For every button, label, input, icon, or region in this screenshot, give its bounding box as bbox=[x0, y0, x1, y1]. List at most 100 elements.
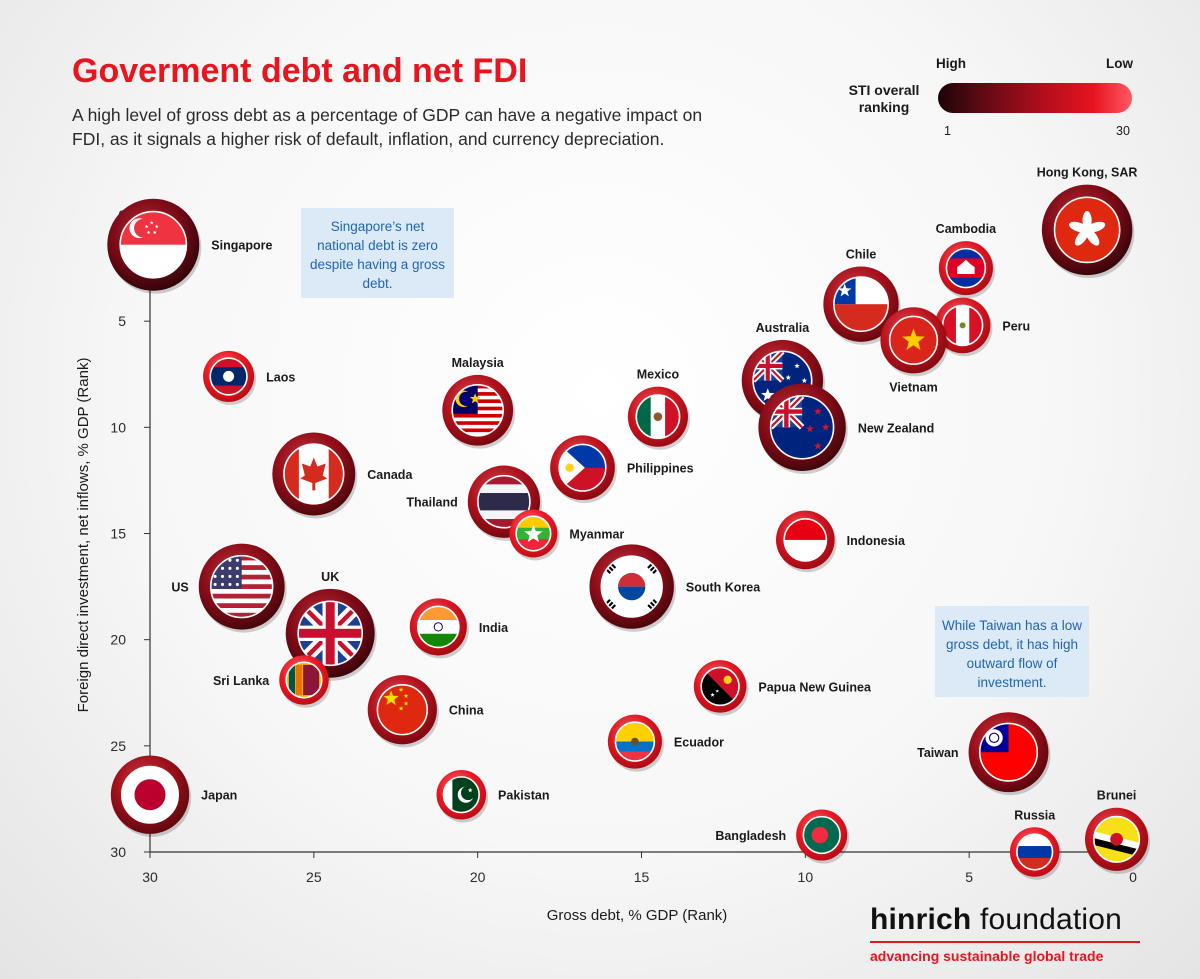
brunei-flag-icon bbox=[1093, 816, 1140, 863]
point-label: Chile bbox=[846, 248, 877, 262]
data-point-papua-new-guinea: Papua New Guinea bbox=[693, 660, 872, 716]
point-label: China bbox=[449, 704, 485, 718]
data-point-new-zealand: New Zealand bbox=[758, 383, 934, 475]
point-label: India bbox=[479, 621, 509, 635]
data-point-cambodia: Cambodia bbox=[936, 222, 997, 299]
papua-new-guinea-flag-icon bbox=[701, 667, 740, 706]
flag-border bbox=[1093, 815, 1141, 863]
point-label: Mexico bbox=[637, 368, 680, 382]
pakistan-flag-icon bbox=[443, 776, 480, 813]
taiwan-note: While Taiwan has a low gross debt, it ha… bbox=[935, 606, 1089, 697]
y-tick-label: 5 bbox=[118, 313, 126, 329]
data-point-china: China bbox=[367, 675, 485, 748]
flag-border bbox=[783, 517, 828, 562]
data-point-myanmar: Myanmar bbox=[509, 509, 624, 561]
flag-border bbox=[558, 443, 607, 492]
legend-title: STI overall ranking bbox=[848, 82, 920, 115]
flag-border bbox=[614, 721, 656, 762]
data-point-canada: Canada bbox=[272, 432, 413, 519]
x-tick-label: 20 bbox=[470, 869, 486, 885]
data-point-singapore: Singapore bbox=[107, 198, 272, 294]
data-point-vietnam: Vietnam bbox=[880, 307, 949, 394]
point-label: Papua New Guinea bbox=[758, 680, 872, 694]
flag-border bbox=[833, 276, 889, 333]
point-label: Ecuador bbox=[674, 736, 724, 750]
chart-title: Goverment debt and net FDI bbox=[72, 52, 528, 90]
point-label: Vietnam bbox=[889, 380, 937, 394]
point-label: UK bbox=[321, 570, 339, 584]
x-axis-title: Gross debt, % GDP (Rank) bbox=[547, 907, 728, 924]
point-label: Malaysia bbox=[452, 356, 505, 370]
point-label: Taiwan bbox=[917, 746, 958, 760]
data-point-bangladesh: Bangladesh bbox=[715, 809, 850, 864]
flag-border bbox=[600, 555, 663, 618]
point-label: Philippines bbox=[627, 462, 694, 476]
flag-border bbox=[515, 515, 552, 552]
flag-border bbox=[978, 722, 1039, 782]
y-axis-title: Foreign direct investment, net inflows, … bbox=[75, 358, 92, 713]
logo-name-rest: foundation bbox=[971, 903, 1123, 936]
hong-kong-flag-icon bbox=[1054, 197, 1120, 263]
point-label: Cambodia bbox=[936, 222, 997, 236]
flag-border bbox=[1016, 833, 1054, 871]
data-point-indonesia: Indonesia bbox=[775, 510, 906, 573]
flag-border bbox=[451, 384, 504, 437]
point-label: Sri Lanka bbox=[213, 674, 270, 688]
data-point-india: India bbox=[409, 598, 509, 659]
flag-border bbox=[769, 395, 835, 460]
sti-legend: STI overall ranking High Low 1 30 bbox=[820, 50, 1150, 145]
point-label: Pakistan bbox=[498, 789, 549, 803]
legend-high-label: High bbox=[936, 56, 966, 71]
chart-subtitle: A high level of gross debt as a percenta… bbox=[72, 105, 703, 149]
data-point-us: US bbox=[171, 543, 287, 633]
point-label: Bangladesh bbox=[715, 829, 786, 843]
data-point-south-korea: South Korea bbox=[589, 544, 761, 632]
point-label: Singapore bbox=[211, 239, 272, 253]
logo-tagline: advancing sustainable global trade bbox=[870, 948, 1104, 964]
flag-border bbox=[1053, 196, 1121, 264]
cambodia-flag-icon bbox=[946, 248, 986, 288]
japan-flag-icon bbox=[121, 766, 179, 823]
point-label: Laos bbox=[266, 370, 295, 384]
x-tick-label: 25 bbox=[306, 869, 322, 885]
flag-border bbox=[120, 765, 180, 824]
flag-border bbox=[477, 474, 531, 529]
legend-low-label: Low bbox=[1106, 56, 1133, 71]
point-label: Russia bbox=[1014, 808, 1056, 822]
data-point-russia: Russia bbox=[1009, 808, 1062, 880]
myanmar-flag-icon bbox=[516, 516, 551, 551]
x-tick-label: 0 bbox=[1129, 869, 1137, 885]
singapore-note: Singapore’s net national debt is zero de… bbox=[301, 208, 454, 298]
data-point-mexico: Mexico bbox=[627, 368, 690, 450]
data-point-peru: Peru bbox=[934, 297, 1030, 357]
data-point-pakistan: Pakistan bbox=[436, 769, 549, 823]
x-tick-label: 10 bbox=[798, 869, 814, 885]
data-point-japan: Japan bbox=[110, 755, 237, 837]
flag-border bbox=[283, 443, 345, 505]
thailand-flag-icon bbox=[477, 475, 530, 528]
bangladesh-flag-icon bbox=[803, 816, 841, 854]
new-zealand-flag-icon bbox=[770, 395, 834, 459]
point-label: Myanmar bbox=[569, 528, 624, 542]
logo-name-bold: hinrich bbox=[870, 903, 972, 936]
flag-border bbox=[376, 683, 429, 736]
point-label: Peru bbox=[1002, 319, 1030, 333]
indonesia-flag-icon bbox=[784, 518, 827, 562]
point-label: Thailand bbox=[406, 496, 457, 510]
us-flag-icon bbox=[210, 555, 273, 618]
flag-border bbox=[945, 247, 987, 289]
hinrich-logo: hinrich foundation advancing sustainable… bbox=[870, 903, 1145, 964]
point-label: Hong Kong, SAR bbox=[1037, 166, 1138, 180]
flag-border bbox=[700, 666, 740, 707]
y-tick-label: 15 bbox=[110, 526, 126, 542]
point-label: Japan bbox=[201, 789, 237, 803]
x-tick-label: 5 bbox=[965, 869, 973, 885]
chile-flag-icon bbox=[833, 277, 889, 332]
data-point-sri-lanka: Sri Lanka bbox=[213, 655, 331, 708]
data-point-laos: Laos bbox=[203, 350, 295, 405]
point-label: Brunei bbox=[1097, 789, 1137, 803]
flag-border bbox=[635, 394, 681, 440]
point-label: Canada bbox=[367, 468, 413, 482]
data-point-philippines: Philippines bbox=[550, 435, 694, 504]
data-point-malaysia: Malaysia bbox=[442, 356, 516, 449]
